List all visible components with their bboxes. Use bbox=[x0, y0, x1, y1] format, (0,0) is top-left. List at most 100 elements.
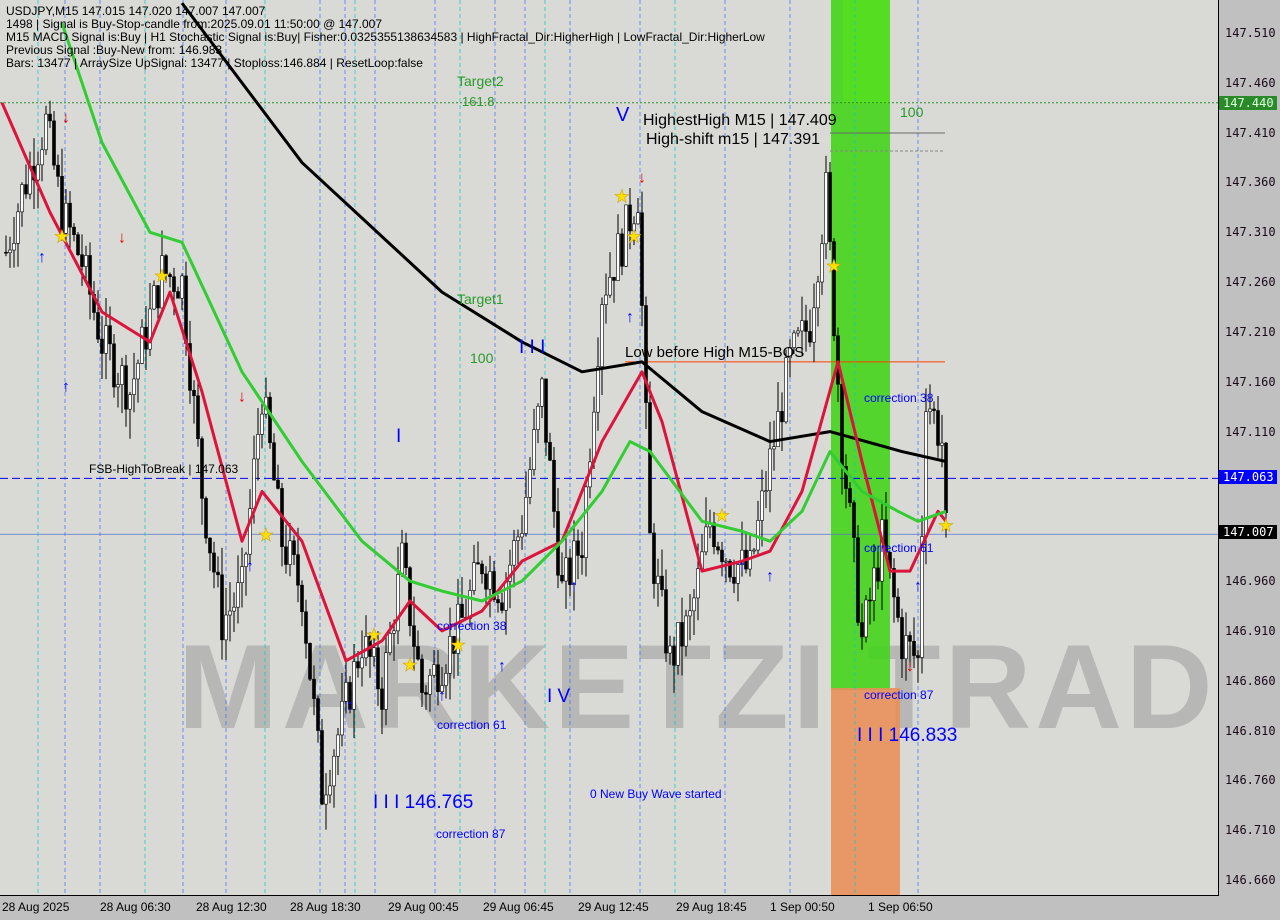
candle-body bbox=[808, 331, 812, 343]
y-tick-label: 147.310 bbox=[1225, 225, 1276, 240]
candle-body bbox=[696, 568, 700, 599]
sell-zone bbox=[831, 688, 900, 895]
candle-body bbox=[292, 540, 296, 555]
candle-body bbox=[152, 285, 156, 310]
candle-body bbox=[364, 636, 368, 659]
candle-body bbox=[276, 479, 280, 489]
buy-arrow-icon: ↑ bbox=[62, 379, 70, 396]
candle-body bbox=[492, 571, 496, 600]
candle-body bbox=[272, 442, 276, 481]
candle-body bbox=[76, 234, 80, 256]
y-tick-label: 147.160 bbox=[1225, 374, 1276, 389]
candle-body bbox=[532, 429, 536, 470]
candle-body bbox=[452, 636, 456, 654]
candle-body bbox=[716, 546, 720, 551]
candle-body bbox=[936, 410, 940, 446]
candle-body bbox=[248, 508, 252, 555]
y-tick-label: 146.710 bbox=[1225, 823, 1276, 838]
buy-arrow-icon: ↑ bbox=[626, 309, 634, 326]
candle-body bbox=[308, 643, 312, 680]
candle-body bbox=[524, 497, 528, 534]
candle-body bbox=[212, 552, 216, 573]
candle-body bbox=[164, 255, 168, 275]
candle-body bbox=[404, 542, 408, 569]
y-tick-label: 147.410 bbox=[1225, 125, 1276, 140]
candle-body bbox=[40, 149, 44, 166]
candle-body bbox=[676, 622, 680, 666]
candle-body bbox=[576, 540, 580, 556]
candle-body bbox=[64, 202, 68, 234]
wave-i-label: I bbox=[396, 426, 402, 447]
candle-body bbox=[844, 466, 848, 489]
candle-body bbox=[792, 332, 796, 348]
highest-high-label: HighestHigh M15 | 147.409 bbox=[643, 112, 837, 129]
candle-body bbox=[4, 251, 8, 254]
candle-body bbox=[648, 402, 652, 534]
candle-body bbox=[252, 458, 256, 509]
candle-body bbox=[260, 413, 264, 435]
candle-body bbox=[644, 305, 648, 403]
candle-body bbox=[496, 599, 500, 604]
correction-61-a: correction 61 bbox=[437, 718, 507, 732]
candle-body bbox=[820, 243, 824, 283]
candle-body bbox=[852, 502, 856, 538]
candle-body bbox=[488, 571, 492, 590]
candle-body bbox=[484, 573, 488, 590]
candle-body bbox=[268, 396, 272, 444]
candle-body bbox=[544, 378, 548, 443]
candle-body bbox=[316, 698, 320, 731]
candle-body bbox=[628, 204, 632, 232]
candle-body bbox=[116, 384, 120, 388]
candle-body bbox=[84, 255, 88, 267]
candle-body bbox=[848, 488, 852, 503]
candle-body bbox=[244, 553, 248, 567]
candle-body bbox=[312, 678, 316, 699]
candle-body bbox=[920, 536, 924, 658]
wave-iii-label: I I I bbox=[519, 337, 546, 358]
correction-87-b: correction 87 bbox=[864, 688, 934, 702]
candle-body bbox=[288, 540, 292, 565]
candle-body bbox=[160, 255, 164, 309]
candle-body bbox=[916, 655, 920, 658]
candle-body bbox=[348, 682, 352, 710]
candle-body bbox=[612, 277, 616, 281]
candle-body bbox=[504, 581, 508, 611]
candle-body bbox=[172, 276, 176, 292]
candle-body bbox=[416, 646, 420, 660]
candle-body bbox=[520, 533, 524, 538]
candle-body bbox=[740, 549, 744, 565]
candle-body bbox=[944, 442, 948, 514]
buy-arrow-icon: ↑ bbox=[766, 568, 774, 585]
candle-body bbox=[940, 442, 944, 446]
candle-body bbox=[480, 563, 484, 575]
x-tick-label: 1 Sep 06:50 bbox=[868, 900, 933, 914]
candle-body bbox=[328, 785, 332, 796]
plot-area[interactable]: MARKETZI TRADE ↓ ↓ ↓ ↑ ↑ ↑ ↑ ↑ ↑ ↑ ↑ ↓ ↑ ↑ ↑ ↓ ★ ★ ★ ★ ★ ★ ★ ★ ★… bbox=[0, 0, 1219, 896]
candle-body bbox=[380, 688, 384, 710]
candle-body bbox=[572, 540, 576, 585]
bars-info: Bars: 13477 | ArraySize UpSignal: 13477 … bbox=[6, 56, 423, 70]
candle-body bbox=[540, 378, 544, 407]
y-tick-label: 146.810 bbox=[1225, 723, 1276, 738]
green-ma-line bbox=[60, 22, 947, 603]
candle-body bbox=[304, 611, 308, 644]
x-tick-label: 28 Aug 06:30 bbox=[100, 900, 171, 914]
candle-body bbox=[412, 625, 416, 647]
candle-body bbox=[356, 661, 360, 669]
candle-body bbox=[148, 308, 152, 350]
candle-body bbox=[180, 275, 184, 299]
candle-body bbox=[392, 630, 396, 634]
candle-body bbox=[928, 408, 932, 413]
candle-body bbox=[632, 223, 636, 232]
candle-body bbox=[8, 249, 12, 254]
candle-body bbox=[16, 211, 20, 244]
symbol-ohlc: USDJPY,M15 147.015 147.020 147.007 147.0… bbox=[6, 4, 266, 18]
candle-body bbox=[296, 554, 300, 586]
candle-body bbox=[832, 241, 836, 337]
candle-body bbox=[736, 564, 740, 584]
new-wave-label: 0 New Buy Wave started bbox=[590, 787, 722, 801]
wave-iv-label: I V bbox=[547, 686, 571, 707]
target2-label: Target2 bbox=[457, 73, 504, 89]
candle-body bbox=[904, 635, 908, 660]
